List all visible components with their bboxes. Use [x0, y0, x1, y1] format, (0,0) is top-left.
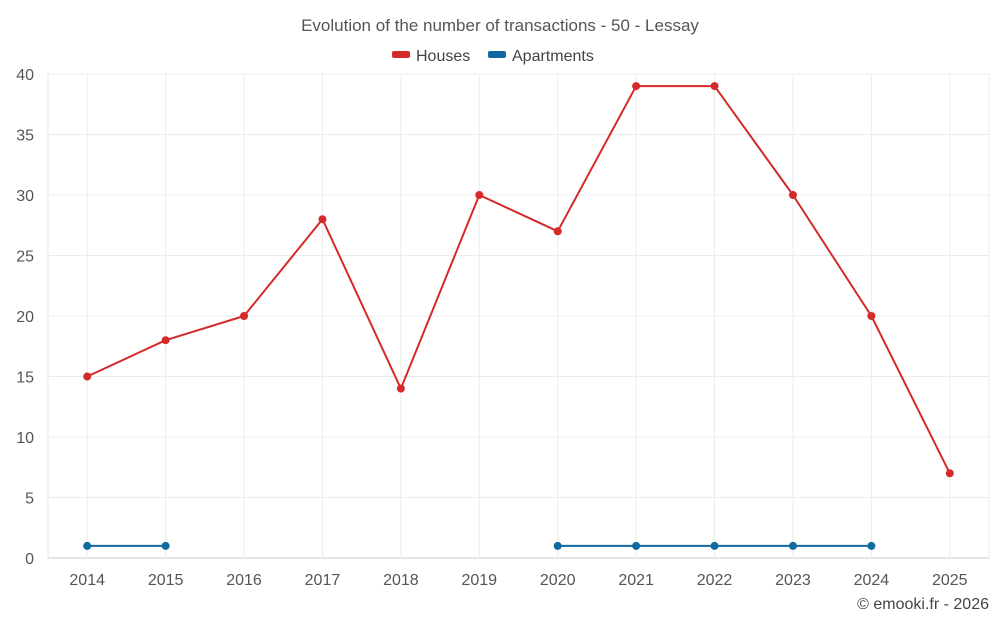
data-point-houses[interactable] [788, 191, 797, 199]
x-tick-label: 2022 [697, 572, 733, 589]
x-tick-label: 2019 [461, 572, 497, 589]
series-houses [83, 82, 954, 478]
legend-swatch-houses [392, 51, 410, 58]
data-point-apartments[interactable] [553, 541, 562, 550]
x-tick-label: 2015 [148, 572, 184, 589]
grid [47, 73, 990, 559]
legend-item-houses[interactable]: Houses [392, 48, 470, 65]
data-point-houses[interactable] [945, 469, 954, 478]
legend: Houses Apartments [392, 48, 594, 65]
data-point-houses[interactable] [867, 312, 876, 320]
legend-swatch-apartments [488, 51, 506, 58]
data-point-houses[interactable] [553, 227, 562, 236]
data-point-apartments[interactable] [632, 541, 641, 550]
x-tick-label: 2014 [69, 572, 105, 589]
y-tick-label: 30 [16, 188, 34, 205]
data-point-apartments[interactable] [83, 541, 92, 550]
x-tick-label: 2016 [226, 572, 262, 589]
y-tick-label: 15 [16, 370, 34, 387]
data-point-apartments[interactable] [710, 541, 719, 550]
chart-title: Evolution of the number of transactions … [301, 16, 699, 35]
y-tick-label: 5 [25, 491, 34, 508]
data-point-houses[interactable] [83, 372, 92, 381]
data-point-houses[interactable] [475, 191, 484, 199]
y-tick-label: 0 [25, 551, 34, 568]
data-point-apartments[interactable] [867, 541, 876, 550]
y-tick-label: 35 [16, 128, 34, 145]
x-tick-label: 2020 [540, 572, 576, 589]
series-apartments [83, 541, 876, 550]
x-tick-label: 2017 [305, 572, 341, 589]
x-tick-label: 2024 [854, 572, 890, 589]
y-tick-label: 40 [16, 67, 34, 84]
data-point-apartments[interactable] [788, 541, 797, 550]
data-point-houses[interactable] [161, 336, 170, 345]
credit-text: © emooki.fr - 2026 [857, 596, 989, 613]
data-point-houses[interactable] [710, 82, 719, 91]
data-point-houses[interactable] [632, 82, 641, 91]
x-tick-label: 2021 [618, 572, 654, 589]
y-tick-label: 25 [16, 249, 34, 266]
x-tick-label: 2023 [775, 572, 811, 589]
legend-label-apartments: Apartments [512, 48, 594, 65]
y-tick-label: 10 [16, 430, 34, 447]
data-point-houses[interactable] [240, 312, 249, 320]
series-line-houses [86, 85, 951, 474]
legend-item-apartments[interactable]: Apartments [488, 48, 594, 65]
data-point-houses[interactable] [396, 384, 405, 393]
legend-label-houses: Houses [416, 48, 470, 65]
series-layer [83, 82, 954, 550]
y-tick-label: 20 [16, 309, 34, 326]
x-tick-label: 2018 [383, 572, 419, 589]
data-point-apartments[interactable] [161, 541, 170, 550]
data-point-houses[interactable] [318, 215, 327, 224]
x-tick-label: 2025 [932, 572, 968, 589]
